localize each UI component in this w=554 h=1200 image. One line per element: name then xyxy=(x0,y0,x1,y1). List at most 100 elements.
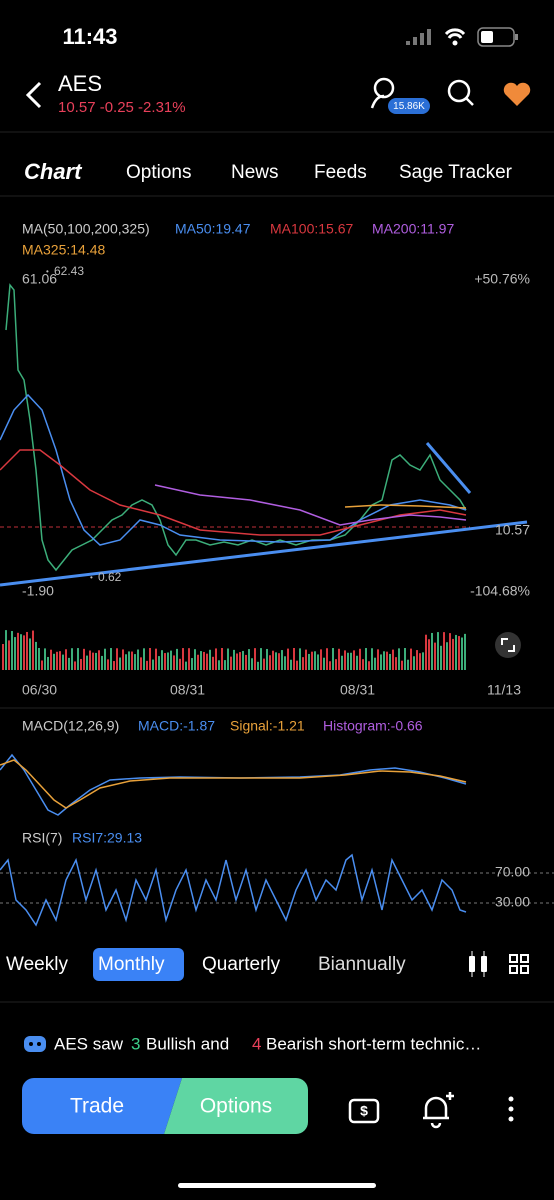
svg-text:$: $ xyxy=(360,1103,368,1119)
volume-bar xyxy=(83,648,85,670)
tab[interactable]: Options xyxy=(126,162,191,183)
volume-bar xyxy=(359,648,361,670)
price-high: 61.06 xyxy=(22,271,57,287)
volume-bar xyxy=(365,648,367,670)
volume-bar xyxy=(317,654,319,670)
volume-bar xyxy=(428,639,430,670)
volume-bar xyxy=(86,655,88,670)
rsi-value: RSI7:29.13 xyxy=(72,830,142,846)
volume-bar xyxy=(41,660,43,670)
volume-bar xyxy=(263,658,265,670)
volume-bar xyxy=(131,651,133,670)
volume-bar xyxy=(107,659,109,670)
more-button[interactable] xyxy=(508,1096,514,1122)
high-dot: • xyxy=(46,267,49,276)
volume-bar xyxy=(71,648,73,670)
volume-bar xyxy=(101,655,103,670)
volume-bar xyxy=(380,654,382,670)
volume-bar xyxy=(419,653,421,670)
volume-bar xyxy=(392,649,394,670)
period-option[interactable]: Biannually xyxy=(318,954,406,975)
volume-bar xyxy=(26,631,28,670)
volume-bar xyxy=(227,648,229,670)
volume-bar xyxy=(137,649,139,670)
volume-bar xyxy=(29,638,31,670)
volume-bar xyxy=(395,657,397,670)
volume-bar xyxy=(92,652,94,670)
follow-button[interactable]: 15.86K xyxy=(370,77,430,114)
layout-button[interactable] xyxy=(509,954,529,974)
banner-text[interactable]: AES saw xyxy=(54,1034,124,1053)
volume-bar xyxy=(308,653,310,670)
bottom-percent: -104.68% xyxy=(470,583,530,599)
date-label: 08/31 xyxy=(340,682,375,698)
macd-value: MACD:-1.87 xyxy=(138,718,215,734)
tab-chart[interactable]: Chart xyxy=(24,159,83,184)
volume-bar xyxy=(119,657,121,670)
volume-bar xyxy=(236,653,238,670)
volume-bar xyxy=(440,645,442,670)
search-button[interactable] xyxy=(447,79,474,106)
watchlist-heart[interactable] xyxy=(503,82,531,106)
volume-bar xyxy=(398,648,400,670)
volume-bar xyxy=(242,650,244,670)
volume-bar xyxy=(386,651,388,670)
tab[interactable]: News xyxy=(231,162,279,183)
status-icons xyxy=(406,27,518,47)
rsi-lower: 30.00 xyxy=(495,894,530,910)
volume-bar xyxy=(452,638,454,670)
volume-bar xyxy=(152,659,154,670)
tab[interactable]: Sage Tracker xyxy=(399,162,513,183)
volume-bar xyxy=(110,648,112,670)
volume-bar xyxy=(125,654,127,670)
volume-bar xyxy=(167,652,169,670)
volume-bar xyxy=(20,634,22,670)
chart-type-button[interactable] xyxy=(469,951,487,977)
volume-bar xyxy=(158,656,160,670)
trade-button[interactable] xyxy=(22,1078,182,1134)
volume-bar xyxy=(281,650,283,670)
volume-bar xyxy=(230,656,232,670)
volume-bar xyxy=(344,650,346,670)
volume-bar xyxy=(296,660,298,670)
volume-bar xyxy=(446,642,448,670)
back-button[interactable] xyxy=(25,81,42,109)
ma200: MA200:11.97 xyxy=(372,221,454,237)
volume-bar xyxy=(95,652,97,670)
volume-bar xyxy=(341,655,343,670)
volume-bar xyxy=(191,658,193,670)
period-selected xyxy=(93,948,184,981)
volume-bar xyxy=(260,648,262,670)
volume-bar xyxy=(194,649,196,670)
rsi-label: RSI(7) xyxy=(22,830,62,846)
period-option[interactable]: Monthly xyxy=(98,954,165,975)
price-chart xyxy=(0,283,528,587)
tab[interactable]: Feeds xyxy=(314,162,367,183)
ticker: AES xyxy=(58,71,102,96)
volume-bar xyxy=(449,633,451,670)
volume-bar xyxy=(293,648,295,670)
fullscreen-button[interactable] xyxy=(495,632,521,658)
volume-bar xyxy=(188,648,190,670)
options-button[interactable] xyxy=(164,1078,308,1134)
volume-bar xyxy=(179,658,181,670)
period-option[interactable]: Quarterly xyxy=(202,954,281,975)
period-option[interactable]: Weekly xyxy=(6,954,68,975)
volume-bar xyxy=(11,631,13,670)
volume-bar xyxy=(203,651,205,670)
volume-bar xyxy=(170,650,172,670)
volume-bar xyxy=(140,657,142,670)
volume-bar xyxy=(62,654,64,670)
cash-button[interactable]: $ xyxy=(348,1098,380,1124)
volume-bar xyxy=(182,648,184,670)
volume-bar xyxy=(143,648,145,670)
trade-label: Trade xyxy=(70,1095,124,1118)
volume-bar xyxy=(50,649,52,670)
volume-bar xyxy=(275,652,277,670)
volume-bar xyxy=(377,649,379,670)
price-low: -1.90 xyxy=(22,583,54,599)
ma50: MA50:19.47 xyxy=(175,221,251,237)
volume-bar xyxy=(161,650,163,670)
alert-button[interactable] xyxy=(423,1092,454,1129)
